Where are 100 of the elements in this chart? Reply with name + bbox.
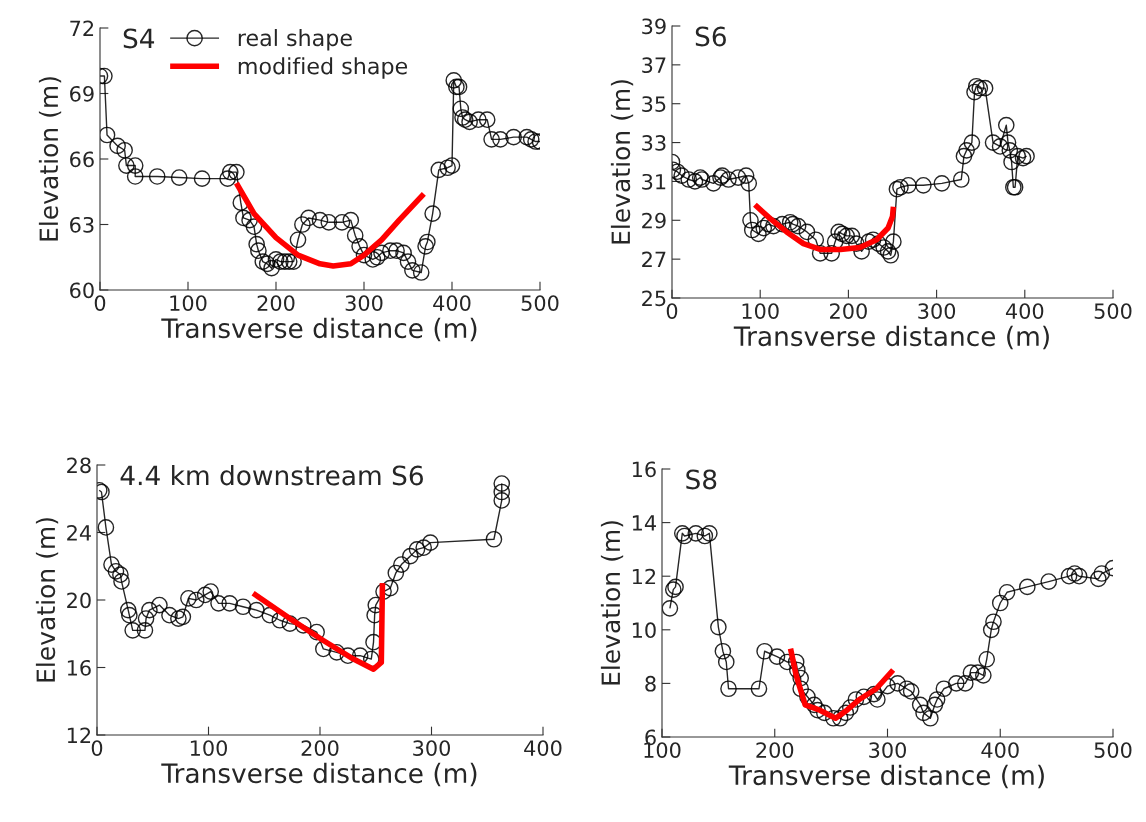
y-tick-label: 8 bbox=[645, 675, 656, 692]
x-tick-label: 0 bbox=[666, 303, 678, 319]
point bbox=[1070, 567, 1088, 585]
y-axis-title: Elevation (m) bbox=[35, 518, 59, 682]
point bbox=[234, 598, 252, 616]
x-tick-label: 500 bbox=[521, 295, 559, 311]
point bbox=[1090, 570, 1107, 588]
y-tick-label: 39 bbox=[642, 18, 666, 35]
point bbox=[375, 583, 392, 600]
x-axis-title: Transverse distance (m) bbox=[161, 317, 477, 342]
point bbox=[998, 583, 1016, 601]
point bbox=[103, 556, 120, 573]
point bbox=[97, 519, 115, 536]
y-tick-label: 66 bbox=[70, 151, 94, 168]
point bbox=[841, 699, 859, 716]
point bbox=[898, 680, 916, 698]
point bbox=[113, 573, 130, 590]
x-tick-label: 400 bbox=[433, 295, 471, 311]
point bbox=[1060, 567, 1078, 585]
point bbox=[174, 608, 192, 626]
y-tick-label: 27 bbox=[642, 251, 666, 268]
point bbox=[328, 643, 346, 661]
point bbox=[696, 527, 714, 545]
y-tick-label: 63 bbox=[70, 216, 94, 233]
point bbox=[975, 667, 992, 684]
point bbox=[1018, 578, 1036, 596]
point bbox=[926, 696, 944, 714]
point bbox=[415, 539, 433, 557]
point bbox=[837, 704, 855, 722]
chart-title: S4 bbox=[123, 28, 155, 49]
point bbox=[393, 556, 410, 573]
y-axis-title: Elevation (m) bbox=[38, 77, 62, 241]
point bbox=[935, 680, 953, 698]
point bbox=[221, 595, 239, 612]
x-tick-label: 500 bbox=[1094, 742, 1132, 758]
point bbox=[847, 691, 865, 708]
x-tick-label: 300 bbox=[869, 742, 906, 758]
point bbox=[339, 647, 357, 665]
y-tick-label: 12 bbox=[67, 727, 91, 743]
y-tick-label: 37 bbox=[642, 57, 666, 74]
point bbox=[865, 685, 883, 703]
point bbox=[768, 648, 786, 665]
point bbox=[422, 534, 439, 551]
x-tick-label: 0 bbox=[94, 295, 106, 311]
point bbox=[889, 675, 906, 692]
point bbox=[720, 680, 737, 698]
point bbox=[922, 709, 939, 727]
x-tick-label: 300 bbox=[918, 303, 956, 319]
point bbox=[136, 622, 154, 639]
point bbox=[809, 701, 826, 719]
point bbox=[792, 680, 810, 698]
y-tick-label: 14 bbox=[632, 515, 656, 531]
point bbox=[202, 583, 220, 600]
y-tick-label: 12 bbox=[632, 568, 656, 585]
y-tick-label: 10 bbox=[632, 622, 656, 639]
x-tick-label: 200 bbox=[830, 303, 867, 319]
y-tick-label: 28 bbox=[67, 457, 91, 474]
point bbox=[816, 704, 833, 722]
point bbox=[121, 606, 138, 624]
point bbox=[902, 683, 920, 700]
point bbox=[493, 492, 511, 509]
point bbox=[750, 680, 768, 698]
x-tick-label: 200 bbox=[756, 742, 794, 758]
point bbox=[982, 621, 1000, 639]
x-tick-label: 300 bbox=[413, 740, 450, 756]
y-tick-label: 69 bbox=[70, 85, 94, 102]
x-tick-label: 200 bbox=[257, 295, 295, 311]
y-tick-label: 29 bbox=[642, 212, 666, 229]
point bbox=[662, 600, 679, 617]
point bbox=[408, 541, 426, 558]
y-tick-label: 60 bbox=[70, 282, 94, 299]
point bbox=[1093, 565, 1111, 582]
point bbox=[825, 709, 842, 727]
x-tick-label: 300 bbox=[345, 295, 383, 311]
x-tick-label: 400 bbox=[1005, 303, 1044, 319]
point bbox=[787, 653, 805, 671]
point bbox=[869, 691, 886, 708]
x-axis-title: Transverse distance (m) bbox=[161, 762, 477, 787]
point bbox=[831, 709, 849, 727]
y-tick-label: 16 bbox=[67, 659, 91, 676]
x-tick-label: 500 bbox=[1094, 303, 1132, 319]
point bbox=[137, 610, 155, 627]
point bbox=[956, 675, 974, 692]
chart-title: S6 bbox=[695, 26, 726, 47]
point bbox=[1066, 565, 1083, 582]
y-tick-label: 25 bbox=[642, 290, 666, 307]
y-axis-title: Elevation (m) bbox=[600, 521, 624, 685]
point bbox=[210, 595, 227, 612]
x-tick-label: 400 bbox=[981, 742, 1019, 758]
point bbox=[401, 547, 419, 565]
legend-label: real shape bbox=[238, 29, 352, 51]
point bbox=[928, 691, 946, 708]
point bbox=[124, 622, 142, 639]
point bbox=[170, 610, 187, 627]
point bbox=[119, 601, 137, 619]
point bbox=[969, 664, 987, 682]
y-axis-title: Elevation (m) bbox=[610, 80, 634, 244]
point bbox=[1040, 573, 1058, 590]
point bbox=[962, 664, 980, 682]
point bbox=[248, 601, 265, 619]
